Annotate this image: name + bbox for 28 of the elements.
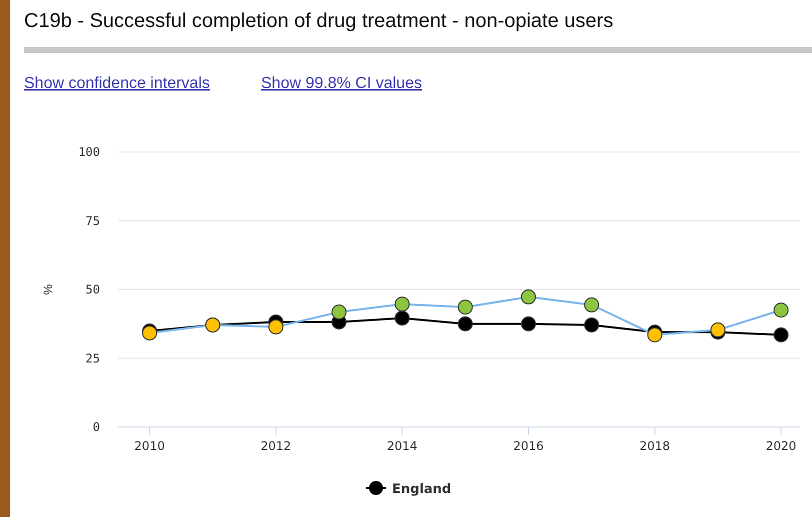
chart-title: C19b - Successful completion of drug treatment - non-opiate users	[24, 10, 614, 32]
y-axis-title: %	[41, 284, 55, 295]
point	[520, 289, 536, 304]
text: Show confidence intervals	[24, 75, 210, 92]
x-tick-label: 2014	[386, 439, 418, 453]
point	[584, 297, 600, 312]
point	[458, 300, 473, 315]
x-tick-label: 2016	[513, 439, 544, 453]
point	[520, 316, 536, 332]
point	[332, 304, 347, 320]
point	[774, 302, 789, 318]
x-tick-label: 2020	[766, 439, 796, 453]
point	[774, 327, 789, 342]
point	[458, 316, 473, 332]
text: Show 99.8% CI values	[261, 75, 422, 92]
x-tick-label: 2018	[639, 439, 670, 453]
legend-label: England	[392, 482, 452, 497]
y-tick-label: 50	[86, 282, 100, 296]
y-tick-label: 0	[92, 420, 100, 434]
point	[268, 319, 284, 334]
y-tick-label: 25	[86, 351, 100, 366]
point	[584, 317, 600, 332]
point	[394, 310, 410, 326]
point	[394, 296, 410, 312]
x-tick-label: 2010	[134, 439, 165, 453]
x-tick-label: 2012	[260, 439, 292, 453]
y-tick-label: 75	[86, 214, 100, 228]
y-tick-label: 100	[78, 145, 100, 159]
